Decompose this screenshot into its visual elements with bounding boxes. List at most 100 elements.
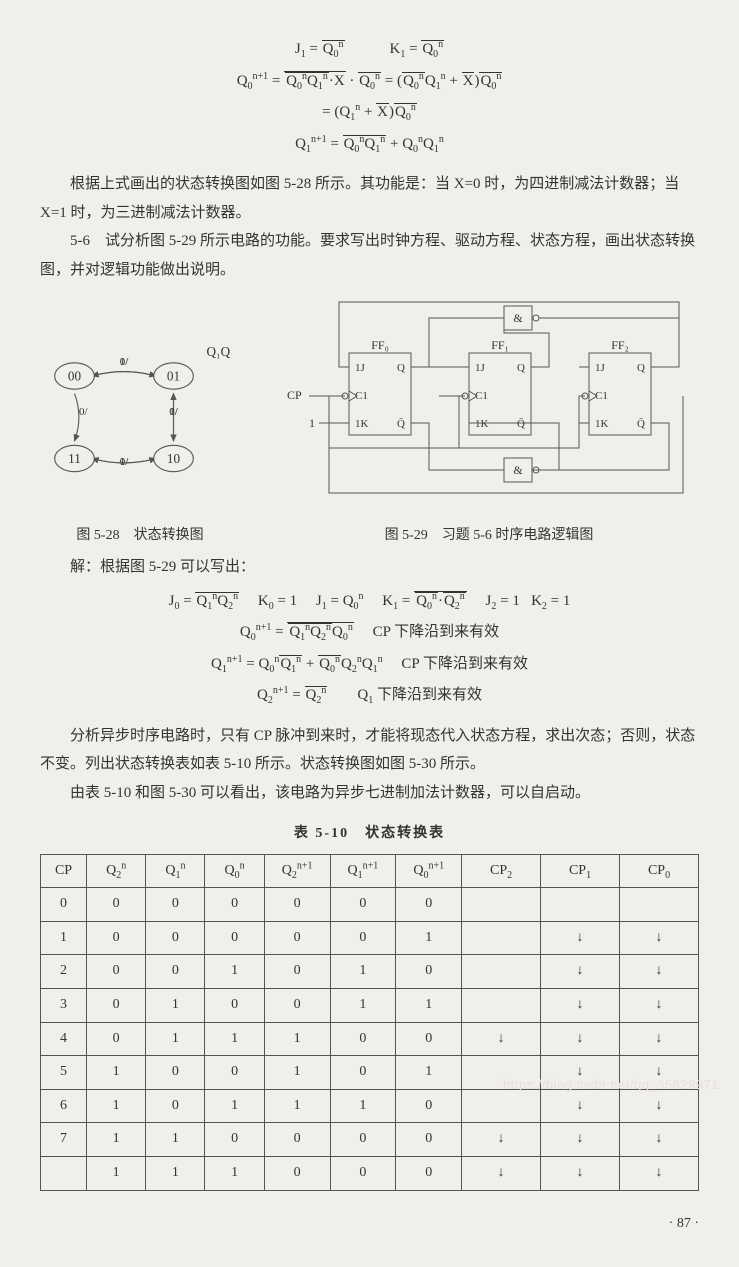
formula-line: Q1n+1 = Q0nQ1n + Q0nQ2nQ1n CP 下降沿到来有效 xyxy=(40,649,699,681)
table-header-cell: Q0n+1 xyxy=(396,854,462,888)
table-cell: 0 xyxy=(264,888,330,922)
table-cell: 1 xyxy=(330,989,396,1023)
svg-text:1: 1 xyxy=(309,416,315,430)
table-cell: 0 xyxy=(330,888,396,922)
paragraph: 由表 5-10 和图 5-30 可以看出，该电路为异步七进制加法计数器，可以自启… xyxy=(40,779,699,808)
table-cell: ↓ xyxy=(541,989,620,1023)
table-header-cell: CP2 xyxy=(462,854,541,888)
table-row: 4011100↓↓↓ xyxy=(41,1022,699,1056)
table-cell: ↓ xyxy=(541,955,620,989)
table-header-cell: CP0 xyxy=(620,854,699,888)
table-header-cell: Q1n xyxy=(146,854,205,888)
table-cell: 0 xyxy=(146,1056,205,1090)
table-cell xyxy=(462,989,541,1023)
table-cell: ↓ xyxy=(620,955,699,989)
table-cell: 0 xyxy=(205,921,264,955)
table-cell: 1 xyxy=(87,1056,146,1090)
svg-text:1J: 1J xyxy=(475,362,486,374)
table-cell: 0 xyxy=(264,921,330,955)
table-cell: 0 xyxy=(396,1123,462,1157)
svg-text:1/: 1/ xyxy=(120,456,130,468)
table-cell: 0 xyxy=(330,1022,396,1056)
table-cell: 1 xyxy=(146,989,205,1023)
table-cell: ↓ xyxy=(620,1157,699,1191)
table-cell: 0 xyxy=(205,888,264,922)
table-row: 7110000↓↓↓ xyxy=(41,1123,699,1157)
svg-text:&: & xyxy=(513,311,523,325)
formula-line: Q1n+1 = Q0nQ1n + Q0nQ1n xyxy=(40,129,699,161)
table-cell: 4 xyxy=(41,1022,87,1056)
svg-text:11: 11 xyxy=(68,451,81,466)
paragraph: 分析异步时序电路时，只有 CP 脉冲到来时，才能将现态代入状态方程，求出次态；否… xyxy=(40,722,699,779)
svg-text:1K: 1K xyxy=(355,418,369,430)
svg-text:Q: Q xyxy=(637,362,645,374)
table-cell: 5 xyxy=(41,1056,87,1090)
table-cell: 0 xyxy=(264,1157,330,1191)
formula-block-2: J0 = Q1nQ2n K0 = 1 J1 = Q0n K1 = Q0n·Q2n… xyxy=(40,586,699,712)
table-cell: ↓ xyxy=(620,1022,699,1056)
table-cell: 1 xyxy=(205,955,264,989)
svg-text:0/: 0/ xyxy=(79,406,89,418)
table-cell: 0 xyxy=(264,955,330,989)
table-cell: ↓ xyxy=(620,921,699,955)
table-cell: ↓ xyxy=(462,1157,541,1191)
table-cell: 0 xyxy=(330,1056,396,1090)
table-cell: 1 xyxy=(396,1056,462,1090)
svg-text:Q: Q xyxy=(397,362,405,374)
table-cell: 0 xyxy=(205,1123,264,1157)
svg-text:00: 00 xyxy=(68,368,82,383)
table-cell: 0 xyxy=(146,955,205,989)
table-cell: 1 xyxy=(330,1089,396,1123)
svg-text:Q₁Q₀: Q₁Q₀ xyxy=(207,344,231,359)
table-cell: 1 xyxy=(41,921,87,955)
table-cell: ↓ xyxy=(620,1123,699,1157)
table-cell: 0 xyxy=(330,921,396,955)
watermark: https://blog.csdn.net/qq_35629971 xyxy=(503,1073,719,1098)
table-cell: 1 xyxy=(264,1056,330,1090)
svg-text:10: 10 xyxy=(167,451,181,466)
table-cell: 3 xyxy=(41,989,87,1023)
svg-text:CP: CP xyxy=(287,388,302,402)
table-cell: 1 xyxy=(264,1089,330,1123)
formula-line: Q2n+1 = Q2n Q1 下降沿到来有效 xyxy=(40,680,699,712)
svg-text:0/: 0/ xyxy=(169,406,178,418)
table-cell: 0 xyxy=(396,1157,462,1191)
formula-line: = (Q1n + X)Q0n xyxy=(40,97,699,129)
table-row: 1000001↓↓ xyxy=(41,921,699,955)
table-cell: 2 xyxy=(41,955,87,989)
svg-text:Q̄: Q̄ xyxy=(517,418,525,430)
table-cell: ↓ xyxy=(620,989,699,1023)
figure-caption: 图 5-28 状态转换图 xyxy=(40,523,240,550)
table-cell: 0 xyxy=(396,1022,462,1056)
svg-text:FF₀: FF₀ xyxy=(371,338,389,352)
circuit-svg: FF₀1JC11KQQ̄FF₁1JC11KQQ̄FF₂1JC11KQQ̄&&CP… xyxy=(279,298,699,508)
table-cell: 1 xyxy=(87,1089,146,1123)
table-body: 00000001000001↓↓2001010↓↓3010011↓↓401110… xyxy=(41,888,699,1190)
table-cell: 1 xyxy=(396,989,462,1023)
table-cell: 1 xyxy=(205,1089,264,1123)
table-cell: 1 xyxy=(146,1022,205,1056)
table-cell: 0 xyxy=(330,1157,396,1191)
table-cell: 0 xyxy=(87,955,146,989)
figure-5-28: 0/1/0/1/0/0/1/00011110Q₁Q₀ 图 5-28 状态转换图 xyxy=(40,343,240,549)
table-header-cell: Q1n+1 xyxy=(330,854,396,888)
svg-text:FF₂: FF₂ xyxy=(611,338,629,352)
table-cell xyxy=(462,888,541,922)
state-table: CPQ2nQ1nQ0nQ2n+1Q1n+1Q0n+1CP2CP1CP0 0000… xyxy=(40,854,699,1191)
table-cell: 0 xyxy=(87,888,146,922)
table-cell: 0 xyxy=(87,921,146,955)
table-cell: 1 xyxy=(87,1123,146,1157)
formula-line: Q0n+1 = Q0nQ1n·X · Q0n = (Q0nQ1n + X)Q0n xyxy=(40,66,699,98)
table-cell xyxy=(541,888,620,922)
table-cell: 1 xyxy=(205,1022,264,1056)
table-cell: 0 xyxy=(396,955,462,989)
table-cell: 6 xyxy=(41,1089,87,1123)
paragraph: 根据上式画出的状态转换图如图 5-28 所示。其功能是：当 X=0 时，为四进制… xyxy=(40,170,699,227)
table-cell xyxy=(462,955,541,989)
table-cell: 1 xyxy=(205,1157,264,1191)
table-cell: 0 xyxy=(146,1089,205,1123)
table-cell: 1 xyxy=(330,955,396,989)
formula-block-1: J1 = Q0n K1 = Q0n Q0n+1 = Q0nQ1n·X · Q0n… xyxy=(40,34,699,160)
table-cell: 0 xyxy=(205,1056,264,1090)
table-cell: 1 xyxy=(146,1123,205,1157)
